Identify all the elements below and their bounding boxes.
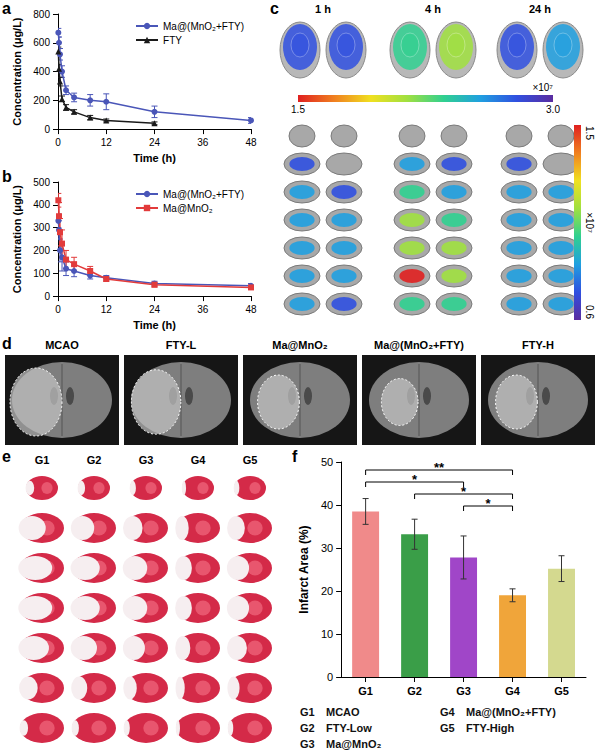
svg-text:200: 200: [33, 245, 50, 256]
svg-text:20: 20: [321, 585, 333, 597]
html-text:Ma@(MnO₂+FTY): Ma@(MnO₂+FTY): [466, 706, 556, 718]
svg-text:G2: G2: [407, 685, 422, 697]
svg-text:0: 0: [55, 304, 61, 315]
svg-text:G2: G2: [87, 454, 102, 466]
svg-text:0: 0: [55, 137, 61, 148]
svg-text:b: b: [2, 168, 12, 185]
svg-text:c: c: [270, 0, 279, 17]
svg-text:G1: G1: [358, 685, 373, 697]
svg-text:Concentration (μg/L): Concentration (μg/L): [11, 185, 23, 293]
svg-text:*: *: [486, 496, 492, 511]
svg-text:Ma@MnO₂: Ma@MnO₂: [272, 339, 327, 351]
html-text:G5: G5: [440, 722, 455, 734]
svg-text:50: 50: [321, 456, 333, 468]
svg-text:400: 400: [33, 199, 50, 210]
svg-text:FTY-L: FTY-L: [166, 339, 197, 351]
svg-text:Ma@(MnO₂+FTY): Ma@(MnO₂+FTY): [374, 339, 464, 351]
svg-text:G3: G3: [139, 454, 154, 466]
svg-text:MCAO: MCAO: [45, 339, 79, 351]
svg-text:Ma@(MnO₂+FTY): Ma@(MnO₂+FTY): [163, 189, 244, 200]
svg-text:Time (h): Time (h): [133, 152, 176, 164]
svg-text:600: 600: [33, 37, 50, 48]
svg-text:0: 0: [327, 671, 333, 683]
svg-text:40: 40: [321, 499, 333, 511]
svg-text:300: 300: [33, 222, 50, 233]
svg-text:G3: G3: [456, 685, 471, 697]
svg-text:0: 0: [44, 124, 50, 135]
svg-text:Ma@MnO₂: Ma@MnO₂: [163, 203, 213, 214]
svg-text:48: 48: [245, 137, 257, 148]
svg-text:500: 500: [33, 177, 50, 188]
svg-text:G4: G4: [191, 454, 207, 466]
svg-text:Concentration (μg/L): Concentration (μg/L): [11, 17, 23, 126]
svg-text:10: 10: [321, 628, 333, 640]
svg-text:3.0: 3.0: [546, 104, 560, 115]
svg-text:4 h: 4 h: [425, 3, 441, 15]
svg-text:FTY: FTY: [163, 35, 182, 46]
svg-text:*: *: [412, 472, 418, 487]
svg-text:G5: G5: [243, 454, 258, 466]
html-text:MCAO: MCAO: [326, 706, 360, 718]
html-text:G1: G1: [300, 706, 315, 718]
svg-text:Ma@(MnO₂+FTY): Ma@(MnO₂+FTY): [163, 21, 244, 32]
svg-text:*: *: [461, 484, 467, 499]
svg-text:a: a: [2, 0, 11, 17]
svg-text:200: 200: [33, 95, 50, 106]
svg-text:Time (h): Time (h): [133, 319, 176, 331]
svg-text:1.5: 1.5: [584, 126, 595, 140]
html-text:Ma@MnO₂: Ma@MnO₂: [326, 738, 382, 750]
svg-text:24 h: 24 h: [529, 3, 551, 15]
svg-text:FTY-H: FTY-H: [522, 339, 554, 351]
html-text:FTY-Low: FTY-Low: [326, 722, 372, 734]
html-text:G3: G3: [300, 738, 315, 750]
svg-text:×10⁷: ×10⁷: [584, 212, 595, 233]
svg-text:24: 24: [149, 137, 161, 148]
svg-text:1 h: 1 h: [315, 3, 331, 15]
svg-text:800: 800: [33, 9, 50, 20]
html-text:G4: G4: [440, 706, 455, 718]
svg-text:36: 36: [197, 137, 209, 148]
svg-text:×10⁷: ×10⁷: [532, 82, 553, 93]
html-text:G2: G2: [300, 722, 315, 734]
svg-text:12: 12: [101, 304, 113, 315]
svg-text:0: 0: [44, 291, 50, 302]
html-text:FTY-High: FTY-High: [466, 722, 515, 734]
svg-text:400: 400: [33, 66, 50, 77]
svg-text:e: e: [2, 448, 11, 465]
svg-text:1.5: 1.5: [291, 104, 305, 115]
svg-text:Infarct Area (%): Infarct Area (%): [297, 525, 311, 613]
svg-text:12: 12: [101, 137, 113, 148]
svg-text:G4: G4: [505, 685, 521, 697]
svg-text:G1: G1: [35, 454, 50, 466]
svg-text:0.6: 0.6: [584, 305, 595, 319]
svg-text:**: **: [434, 460, 445, 475]
svg-text:d: d: [2, 335, 12, 352]
svg-text:30: 30: [321, 542, 333, 554]
svg-text:48: 48: [245, 304, 257, 315]
svg-text:G5: G5: [554, 685, 569, 697]
svg-text:100: 100: [33, 268, 50, 279]
svg-text:24: 24: [149, 304, 161, 315]
svg-text:f: f: [292, 448, 298, 465]
svg-text:36: 36: [197, 304, 209, 315]
